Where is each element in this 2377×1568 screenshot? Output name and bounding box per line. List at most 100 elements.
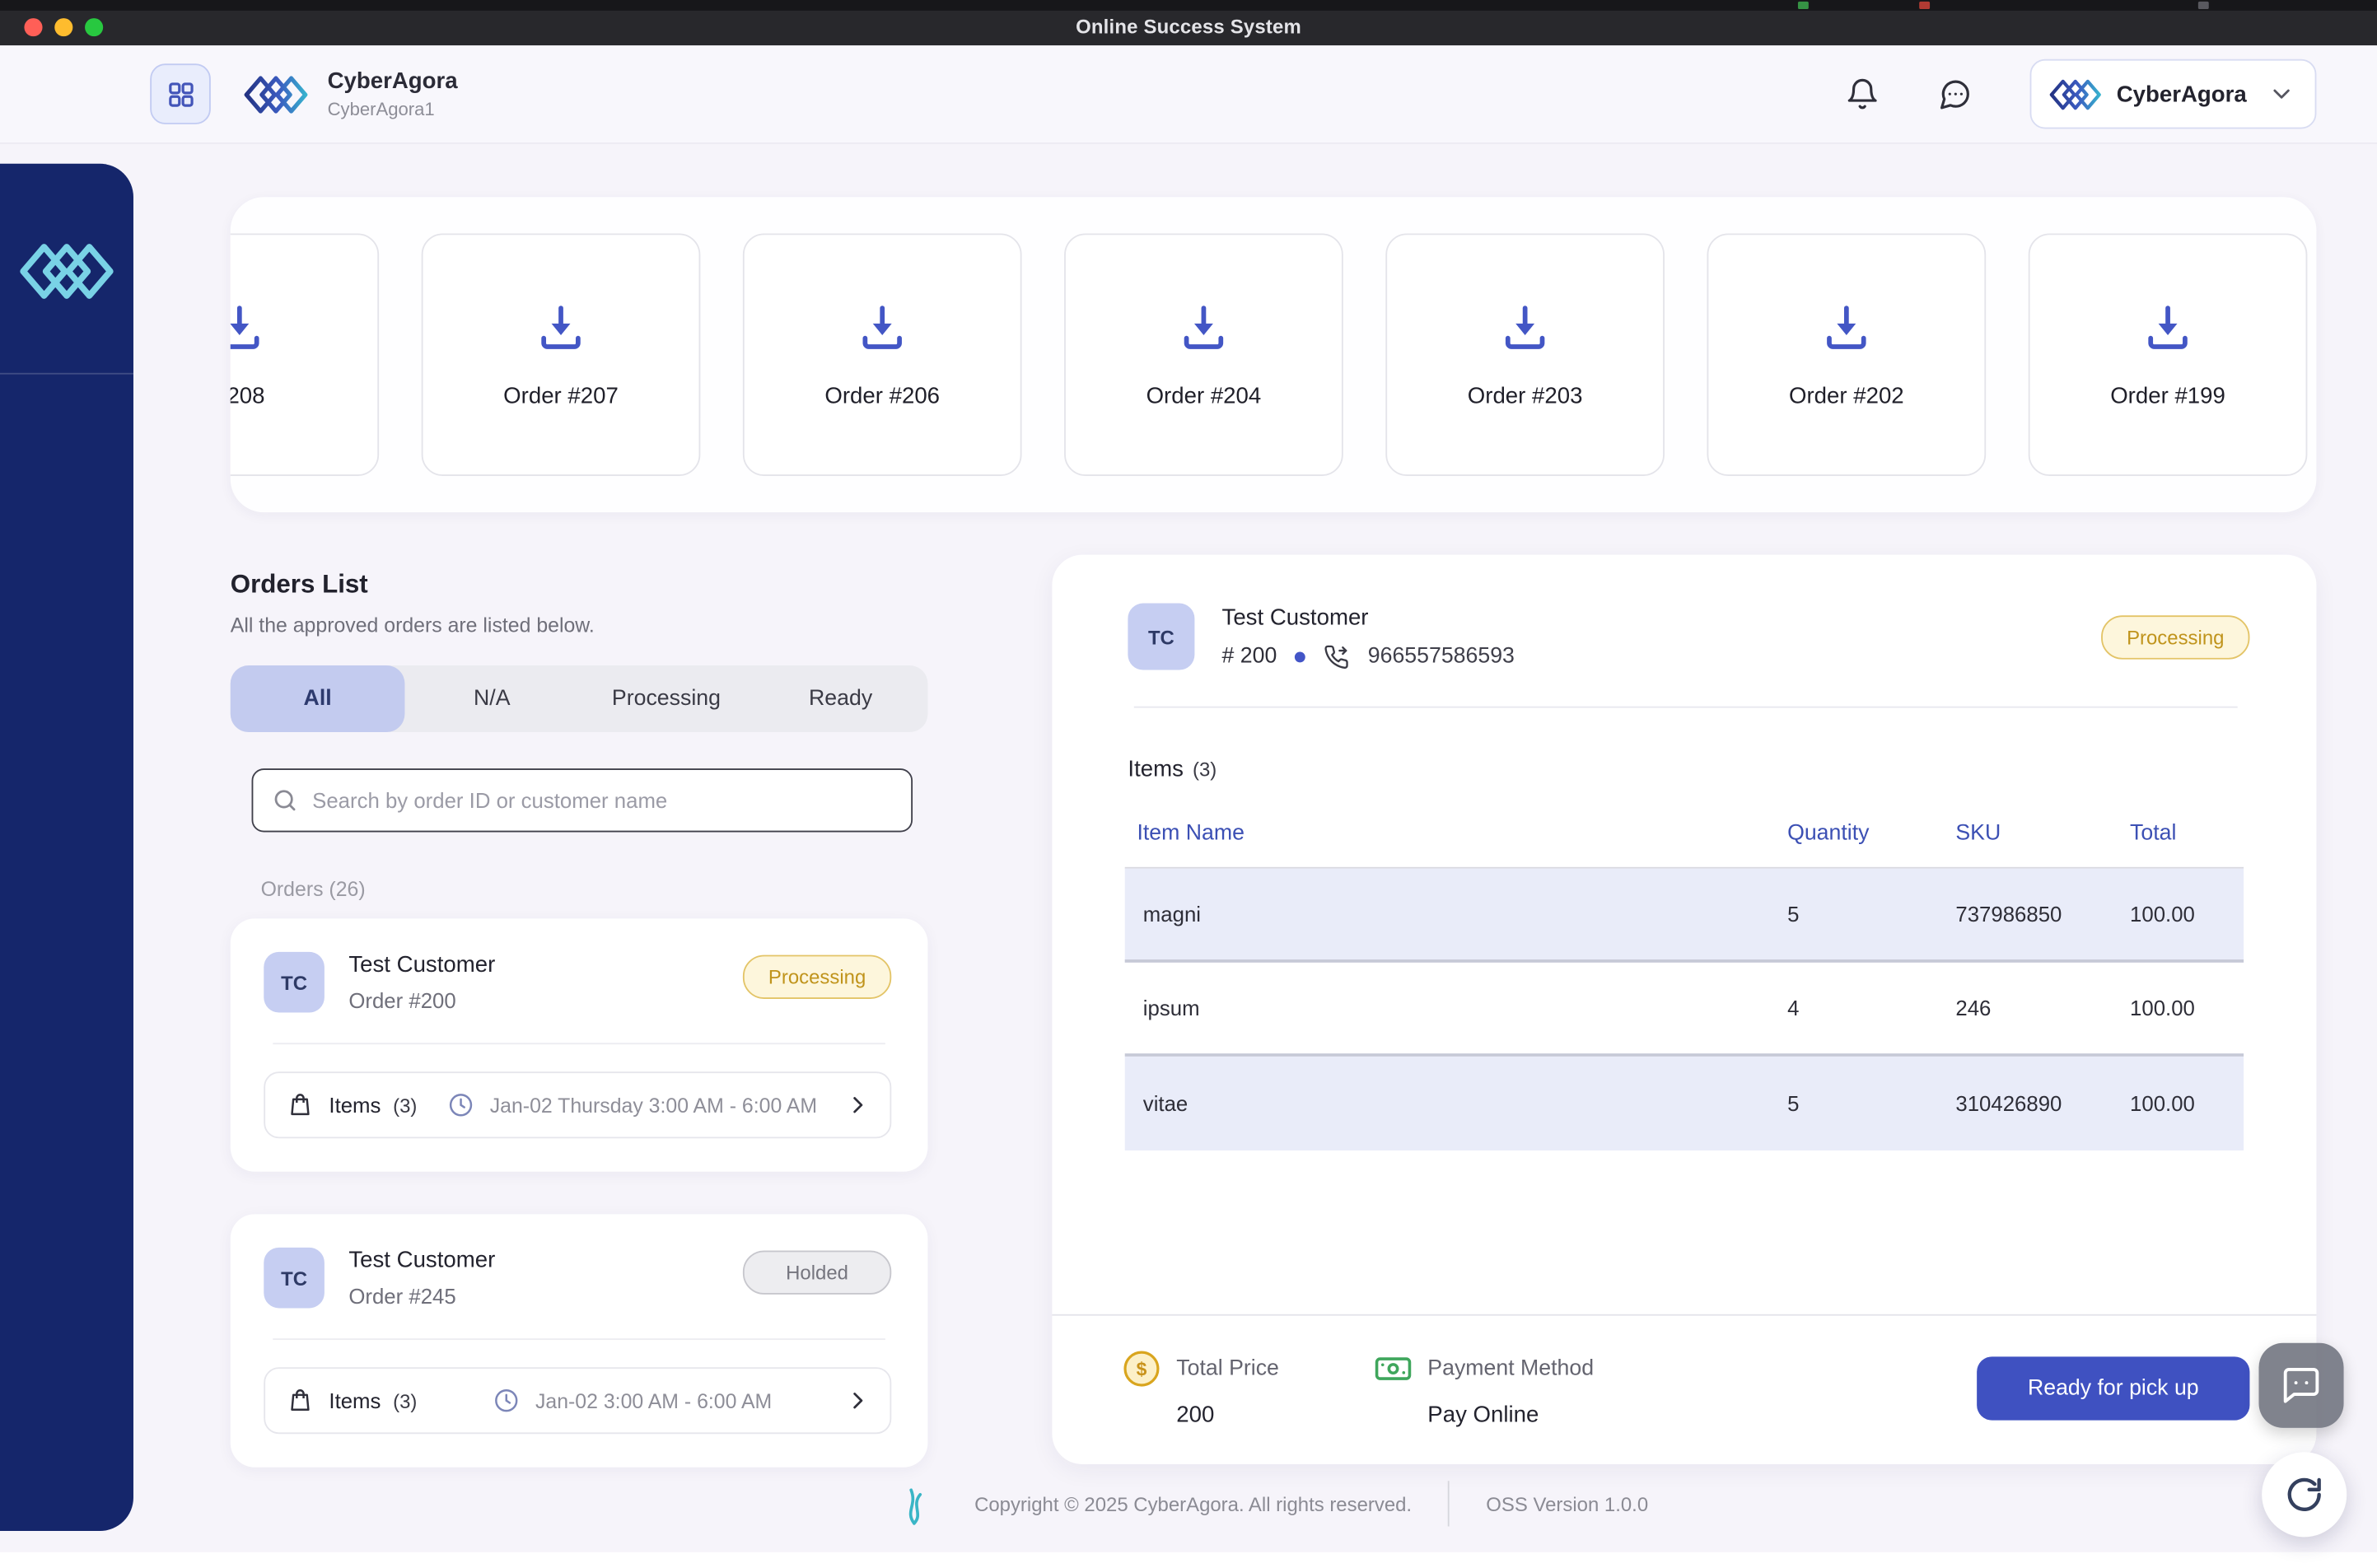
account-selector[interactable]: CyberAgora [2029, 58, 2317, 129]
tab-processing[interactable]: Processing [579, 665, 754, 732]
col-sku: SKU [1955, 821, 2001, 847]
customer-avatar: TC [1128, 603, 1195, 670]
cell-sku: 310426890 [1955, 1091, 2062, 1116]
grid-icon [166, 80, 195, 109]
download-icon [230, 301, 265, 352]
tab-ready[interactable]: Ready [754, 665, 928, 732]
phone-outgoing-icon [1324, 643, 1349, 669]
items-label: Items [329, 1093, 381, 1118]
ready-for-pickup-button[interactable]: Ready for pick up [1977, 1356, 2250, 1421]
footer-logo-icon [899, 1479, 929, 1528]
items-label: Items [329, 1388, 381, 1413]
order-items-row[interactable]: Items (3) Jan-02 3:00 AM - 6:00 AM [264, 1367, 892, 1435]
total-price-value: 200 [1176, 1402, 1215, 1428]
chevron-right-icon[interactable] [844, 1387, 871, 1414]
apps-grid-button[interactable] [150, 63, 211, 124]
cell-quantity: 5 [1787, 1091, 1800, 1116]
minimize-window-button[interactable] [54, 18, 73, 37]
shopping-bag-icon [287, 1091, 314, 1118]
brand: CyberAgora CyberAgora1 [244, 68, 458, 120]
orders-count-label: Orders (26) [260, 877, 366, 901]
support-chat-button[interactable] [2258, 1342, 2344, 1428]
table-row: ipsum 4 246 100.00 [1124, 963, 2244, 1057]
app-name: CyberAgora [327, 68, 458, 95]
download-icon [1821, 301, 1873, 352]
cell-quantity: 4 [1787, 996, 1800, 1020]
tab-all[interactable]: All [230, 665, 405, 733]
order-card-mini[interactable]: Order #206 [742, 233, 1022, 476]
oss-logo-icon [20, 240, 114, 303]
app-header: CyberAgora CyberAgora1 [0, 45, 2377, 144]
cell-item-name: vitae [1142, 1091, 1188, 1116]
order-list-item[interactable]: TC Test Customer Order #245 Holded Items [230, 1214, 928, 1468]
total-price-block: $ Total Price 200 [1122, 1349, 1279, 1428]
customer-name: Test Customer [1221, 604, 1369, 630]
cell-sku: 246 [1955, 996, 1992, 1020]
orders-list-panel: Orders List All the approved orders are … [230, 570, 928, 1468]
order-summary-footer: $ Total Price 200 Payment Method [1052, 1314, 2317, 1464]
order-card-label: Order #199 [2110, 382, 2225, 409]
order-card-label: Order #207 [503, 382, 619, 409]
order-card-mini[interactable]: Order #204 [1064, 233, 1343, 476]
col-item-name: Item Name [1137, 821, 1245, 847]
window-controls [24, 18, 104, 37]
body-area: #208 Order #207 Order #206 [0, 143, 2377, 1568]
zoom-window-button[interactable] [85, 18, 104, 37]
col-quantity: Quantity [1787, 821, 1870, 847]
pickup-schedule: Jan-02 3:00 AM - 6:00 AM [535, 1388, 773, 1412]
cell-total: 100.00 [2130, 1091, 2195, 1116]
items-count: (3) [393, 1388, 418, 1412]
shopping-bag-icon [287, 1387, 314, 1414]
order-card-mini[interactable]: Order #203 [1385, 233, 1665, 476]
main-content: #208 Order #207 Order #206 [230, 197, 2317, 1568]
customer-phone: 966557586593 [1367, 644, 1515, 669]
order-list-item[interactable]: TC Test Customer Order #200 Processing I… [230, 918, 928, 1172]
pickup-schedule: Jan-02 Thursday 3:00 AM - 6:00 AM [489, 1093, 818, 1117]
cyberagora-logo-icon [244, 72, 308, 115]
dollar-coin-icon: $ [1122, 1349, 1161, 1388]
menubar-sliver [0, 0, 2377, 11]
tab-na[interactable]: N/A [404, 665, 579, 732]
recent-orders-strip[interactable]: #208 Order #207 Order #206 [230, 197, 2317, 513]
chevron-right-icon[interactable] [844, 1091, 871, 1118]
customer-name: Test Customer [348, 1247, 496, 1274]
table-row: magni 5 737986850 100.00 [1124, 868, 2244, 963]
divider [1133, 706, 2238, 708]
download-icon [2142, 301, 2194, 352]
copyright-text: Copyright © 2025 CyberAgora. All rights … [974, 1492, 1413, 1515]
separator-dot [1295, 651, 1306, 662]
notifications-button[interactable] [1845, 77, 1880, 111]
order-number: Order #245 [348, 1283, 456, 1309]
items-table: Item Name Quantity SKU Total magni 5 737… [1124, 813, 2244, 1151]
download-icon [535, 301, 587, 352]
order-id: # 200 [1221, 644, 1277, 669]
app-subtitle: CyberAgora1 [327, 98, 435, 120]
messages-button[interactable] [1938, 77, 1973, 111]
items-count: (3) [1192, 758, 1217, 781]
order-detail-panel: TC Test Customer # 200 966557586593 Proc [1052, 554, 2317, 1465]
bell-icon [1845, 77, 1880, 111]
order-card-mini[interactable]: Order #207 [421, 233, 701, 476]
items-count: (3) [393, 1093, 418, 1117]
sidebar-divider [0, 372, 133, 375]
download-icon [1178, 301, 1230, 352]
order-card-label: Order #206 [824, 382, 941, 409]
order-card-mini[interactable]: Order #202 [1707, 233, 1987, 476]
refresh-button[interactable] [2262, 1452, 2347, 1538]
order-search [251, 768, 913, 833]
order-items-row[interactable]: Items (3) Jan-02 Thursday 3:00 AM - 6:00… [264, 1071, 892, 1139]
refresh-icon [2285, 1475, 2324, 1514]
status-badge: Processing [2101, 614, 2250, 659]
order-card-label: Order #203 [1467, 382, 1583, 409]
search-input[interactable] [312, 788, 894, 813]
status-badge: Processing [742, 954, 892, 999]
customer-avatar: TC [264, 951, 325, 1013]
orders-list-title: Orders List [230, 570, 368, 600]
order-card-mini[interactable]: Order #199 [2028, 233, 2308, 476]
chat-bubble-icon [1938, 77, 1973, 111]
close-window-button[interactable] [24, 18, 43, 37]
cell-sku: 737986850 [1955, 902, 2062, 926]
order-card-mini[interactable]: #208 [230, 233, 380, 476]
divider [273, 1043, 885, 1045]
